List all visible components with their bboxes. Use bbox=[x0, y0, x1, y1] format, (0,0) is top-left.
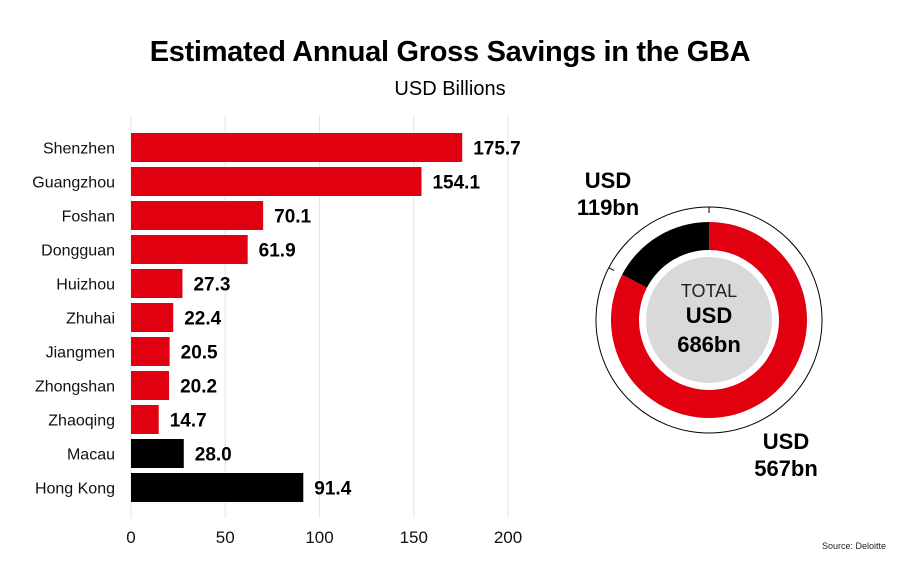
category-label: Zhongshan bbox=[35, 379, 115, 396]
value-label: 20.5 bbox=[181, 343, 218, 364]
category-label: Zhuhai bbox=[66, 311, 115, 328]
category-labels: Shenzhen Guangzhou Foshan Dongguan Huizhou Zh… bbox=[32, 141, 115, 498]
category-label: Huizhou bbox=[56, 277, 115, 294]
category-label: Zhaoqing bbox=[48, 413, 115, 430]
value-labels: 175.7 154.1 70.1 61.9 27.3 22.4 20.5 20.2 14.7 28… bbox=[170, 139, 521, 500]
donut-boundary-tick bbox=[608, 267, 615, 271]
bar-zhaoqing bbox=[131, 405, 159, 434]
value-label: 154.1 bbox=[432, 173, 480, 194]
chart-subtitle: USD Billions bbox=[394, 78, 506, 100]
bar-hong-kong bbox=[131, 473, 304, 502]
value-label: 28.0 bbox=[195, 445, 232, 466]
category-label: Foshan bbox=[62, 209, 115, 226]
donut-slice-label-line1: USD bbox=[763, 429, 809, 454]
donut-slice-label-line2: 119bn bbox=[577, 195, 639, 220]
category-label: Jiangmen bbox=[46, 345, 115, 362]
category-label: Dongguan bbox=[41, 243, 115, 260]
donut-center-label: TOTAL bbox=[681, 281, 737, 301]
value-label: 20.2 bbox=[180, 377, 217, 398]
bar-guangzhou bbox=[131, 167, 422, 196]
bar-dongguan bbox=[131, 235, 248, 264]
bar-zhuhai bbox=[131, 303, 174, 332]
value-label: 70.1 bbox=[274, 207, 311, 228]
bar-jiangmen bbox=[131, 337, 170, 366]
category-label: Guangzhou bbox=[32, 175, 115, 192]
x-tick-label: 50 bbox=[216, 528, 235, 547]
source-note: Source: Deloitte bbox=[821, 541, 886, 551]
value-label: 91.4 bbox=[314, 479, 351, 500]
donut-slice-label-line1: USD bbox=[585, 168, 631, 193]
donut-slice-label-line2: 567bn bbox=[754, 456, 818, 481]
chart-title: Estimated Annual Gross Savings in the GB… bbox=[149, 36, 751, 68]
value-label: 61.9 bbox=[259, 241, 296, 262]
bar-series bbox=[131, 133, 463, 502]
value-label: 22.4 bbox=[184, 309, 221, 330]
x-tick-label: 150 bbox=[400, 528, 428, 547]
category-label: Hong Kong bbox=[35, 481, 115, 498]
bar-macau bbox=[131, 439, 184, 468]
value-label: 175.7 bbox=[473, 139, 521, 160]
bar-foshan bbox=[131, 201, 264, 230]
donut-center-total: 686bn bbox=[677, 332, 741, 357]
x-tick-label: 100 bbox=[305, 528, 333, 547]
value-label: 27.3 bbox=[193, 275, 230, 296]
x-tick-label: 200 bbox=[494, 528, 522, 547]
bar-huizhou bbox=[131, 269, 183, 298]
category-label: Macau bbox=[67, 447, 115, 464]
value-label: 14.7 bbox=[170, 411, 207, 432]
bar-shenzhen bbox=[131, 133, 463, 162]
x-axis-ticks: 0 50 100 150 200 bbox=[126, 528, 522, 547]
category-label: Shenzhen bbox=[43, 141, 115, 158]
donut-center-disk bbox=[646, 257, 772, 383]
bar-zhongshan bbox=[131, 371, 170, 400]
donut-slice-sar bbox=[622, 222, 709, 288]
donut-center-currency: USD bbox=[686, 303, 732, 328]
x-tick-label: 0 bbox=[126, 528, 135, 547]
